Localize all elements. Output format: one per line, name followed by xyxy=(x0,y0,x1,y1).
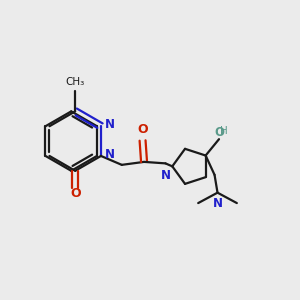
Text: CH₃: CH₃ xyxy=(66,77,85,87)
Text: O: O xyxy=(70,187,80,200)
Text: N: N xyxy=(212,197,223,210)
Text: O: O xyxy=(137,123,148,136)
Text: O: O xyxy=(214,126,224,139)
Text: N: N xyxy=(104,148,115,161)
Text: N: N xyxy=(104,118,115,131)
Text: N: N xyxy=(160,169,170,182)
Text: H: H xyxy=(220,126,228,136)
